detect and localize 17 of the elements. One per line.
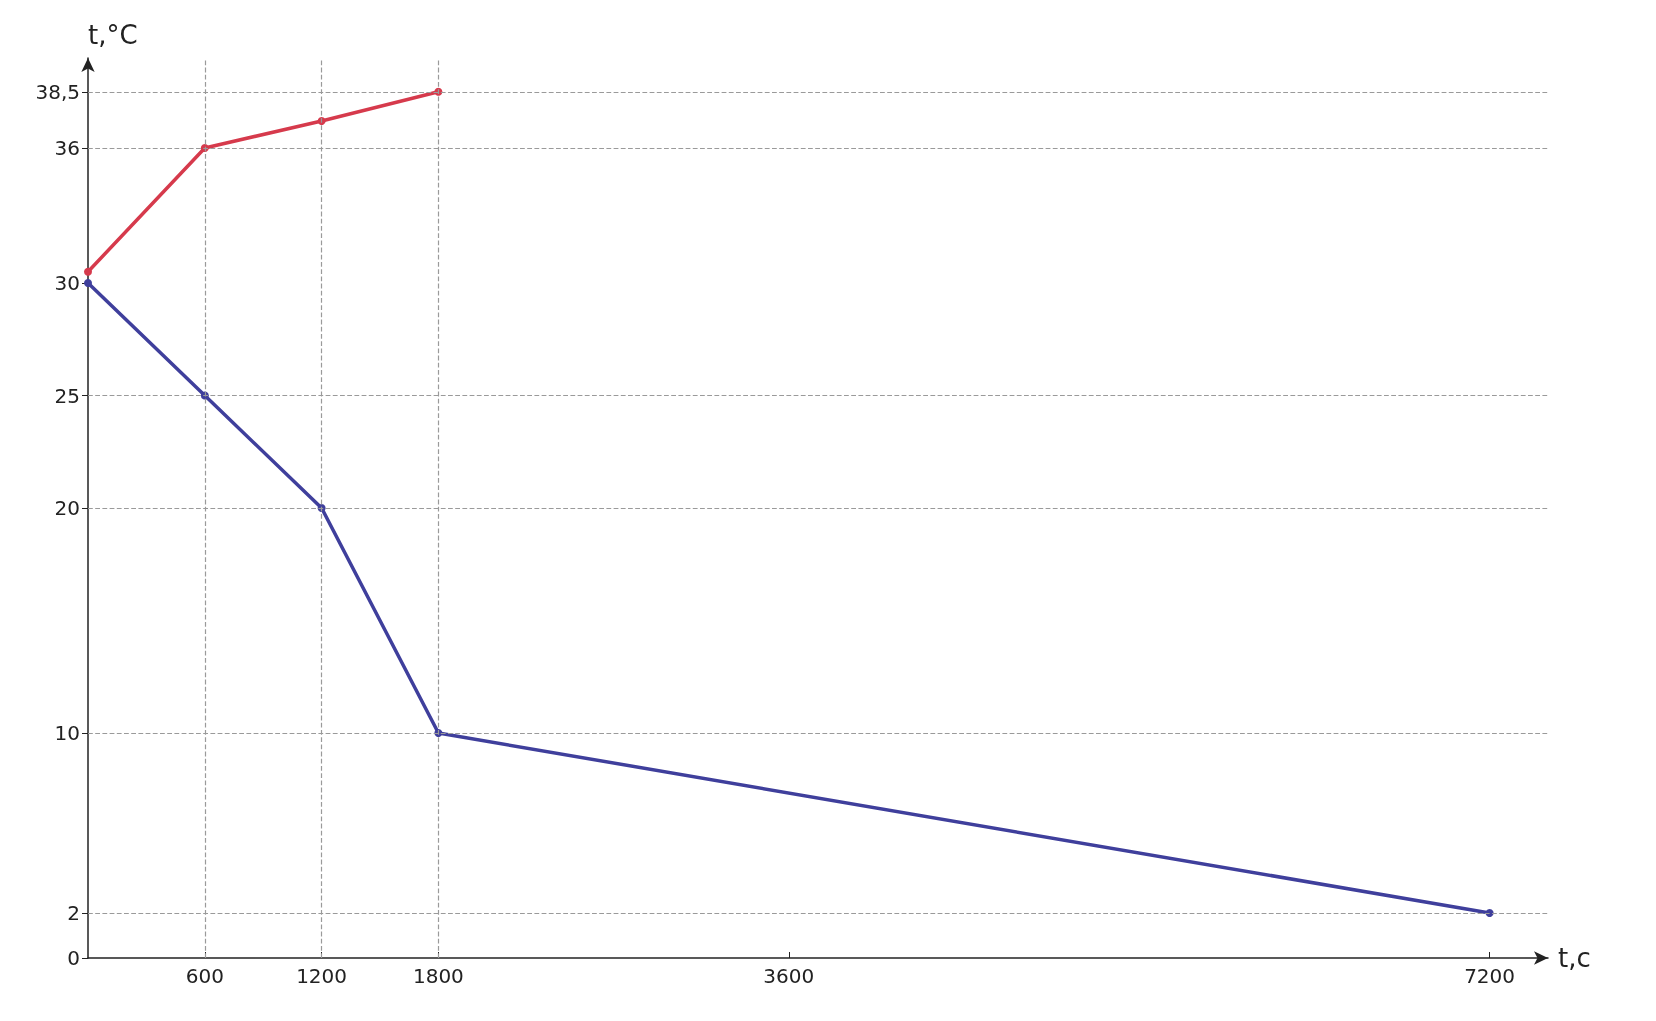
- x-tick-label: 3600: [763, 964, 815, 988]
- y-axis-title: t,°C: [88, 20, 138, 50]
- point: [84, 267, 92, 276]
- x-tick-label: 600: [185, 964, 224, 988]
- y-tick-label: 0: [67, 946, 80, 970]
- y-tick-label: 30: [54, 271, 80, 295]
- x-axis-title: t,c: [1558, 943, 1591, 973]
- point: [84, 279, 92, 287]
- x-tick-label: 7200: [1464, 964, 1516, 988]
- y-tick-label: 10: [54, 721, 80, 745]
- y-tick-label: 25: [54, 383, 80, 408]
- x-tick-label: 1200: [296, 964, 348, 988]
- y-tick-label: 20: [54, 496, 80, 520]
- y-tick-label: 36: [54, 136, 80, 160]
- y-tick-label: 2: [67, 901, 80, 925]
- x-tick-label: 1800: [412, 964, 464, 988]
- y-tick-label: 38,5: [35, 79, 80, 104]
